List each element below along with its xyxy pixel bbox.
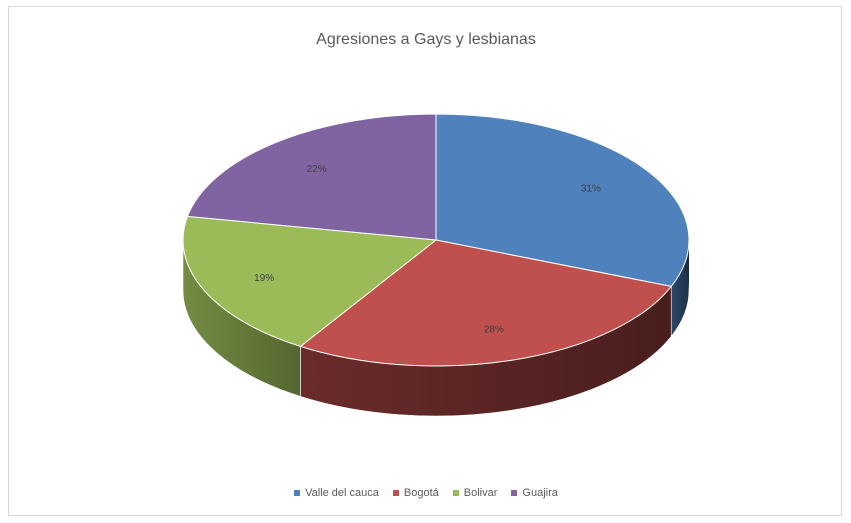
legend-item: Bolivar [452,487,498,499]
legend-label: Valle del cauca [305,487,379,499]
legend-item: Valle del cauca [294,487,379,499]
legend-item: Guajira [511,487,558,499]
legend-swatch [511,490,518,496]
data-label: 28% [484,325,504,336]
legend-label: Bogotá [403,487,439,499]
legend: Valle del cauca Bogotá Bolivar Guajira [9,487,843,499]
legend-swatch [392,490,399,496]
data-label: 31% [581,184,601,195]
chart-area: Agresiones a Gays y lesbianas 31% 28% 19% 2… [8,6,842,516]
legend-label: Guajira [522,487,558,499]
legend-item: Bogotá [392,487,439,499]
chart-title: Agresiones a Gays y lesbianas [316,31,536,48]
pie-slice [182,215,438,347]
pie-chart: 31% 28% 19% 22% [182,113,690,417]
legend-swatch [294,490,301,496]
legend-swatch [452,490,459,496]
data-label: 19% [254,273,274,284]
data-label: 22% [307,164,327,175]
pie-slice [435,113,690,287]
legend-label: Bolivar [463,487,498,499]
pie-slice [186,113,437,241]
pie-slice [299,239,673,367]
